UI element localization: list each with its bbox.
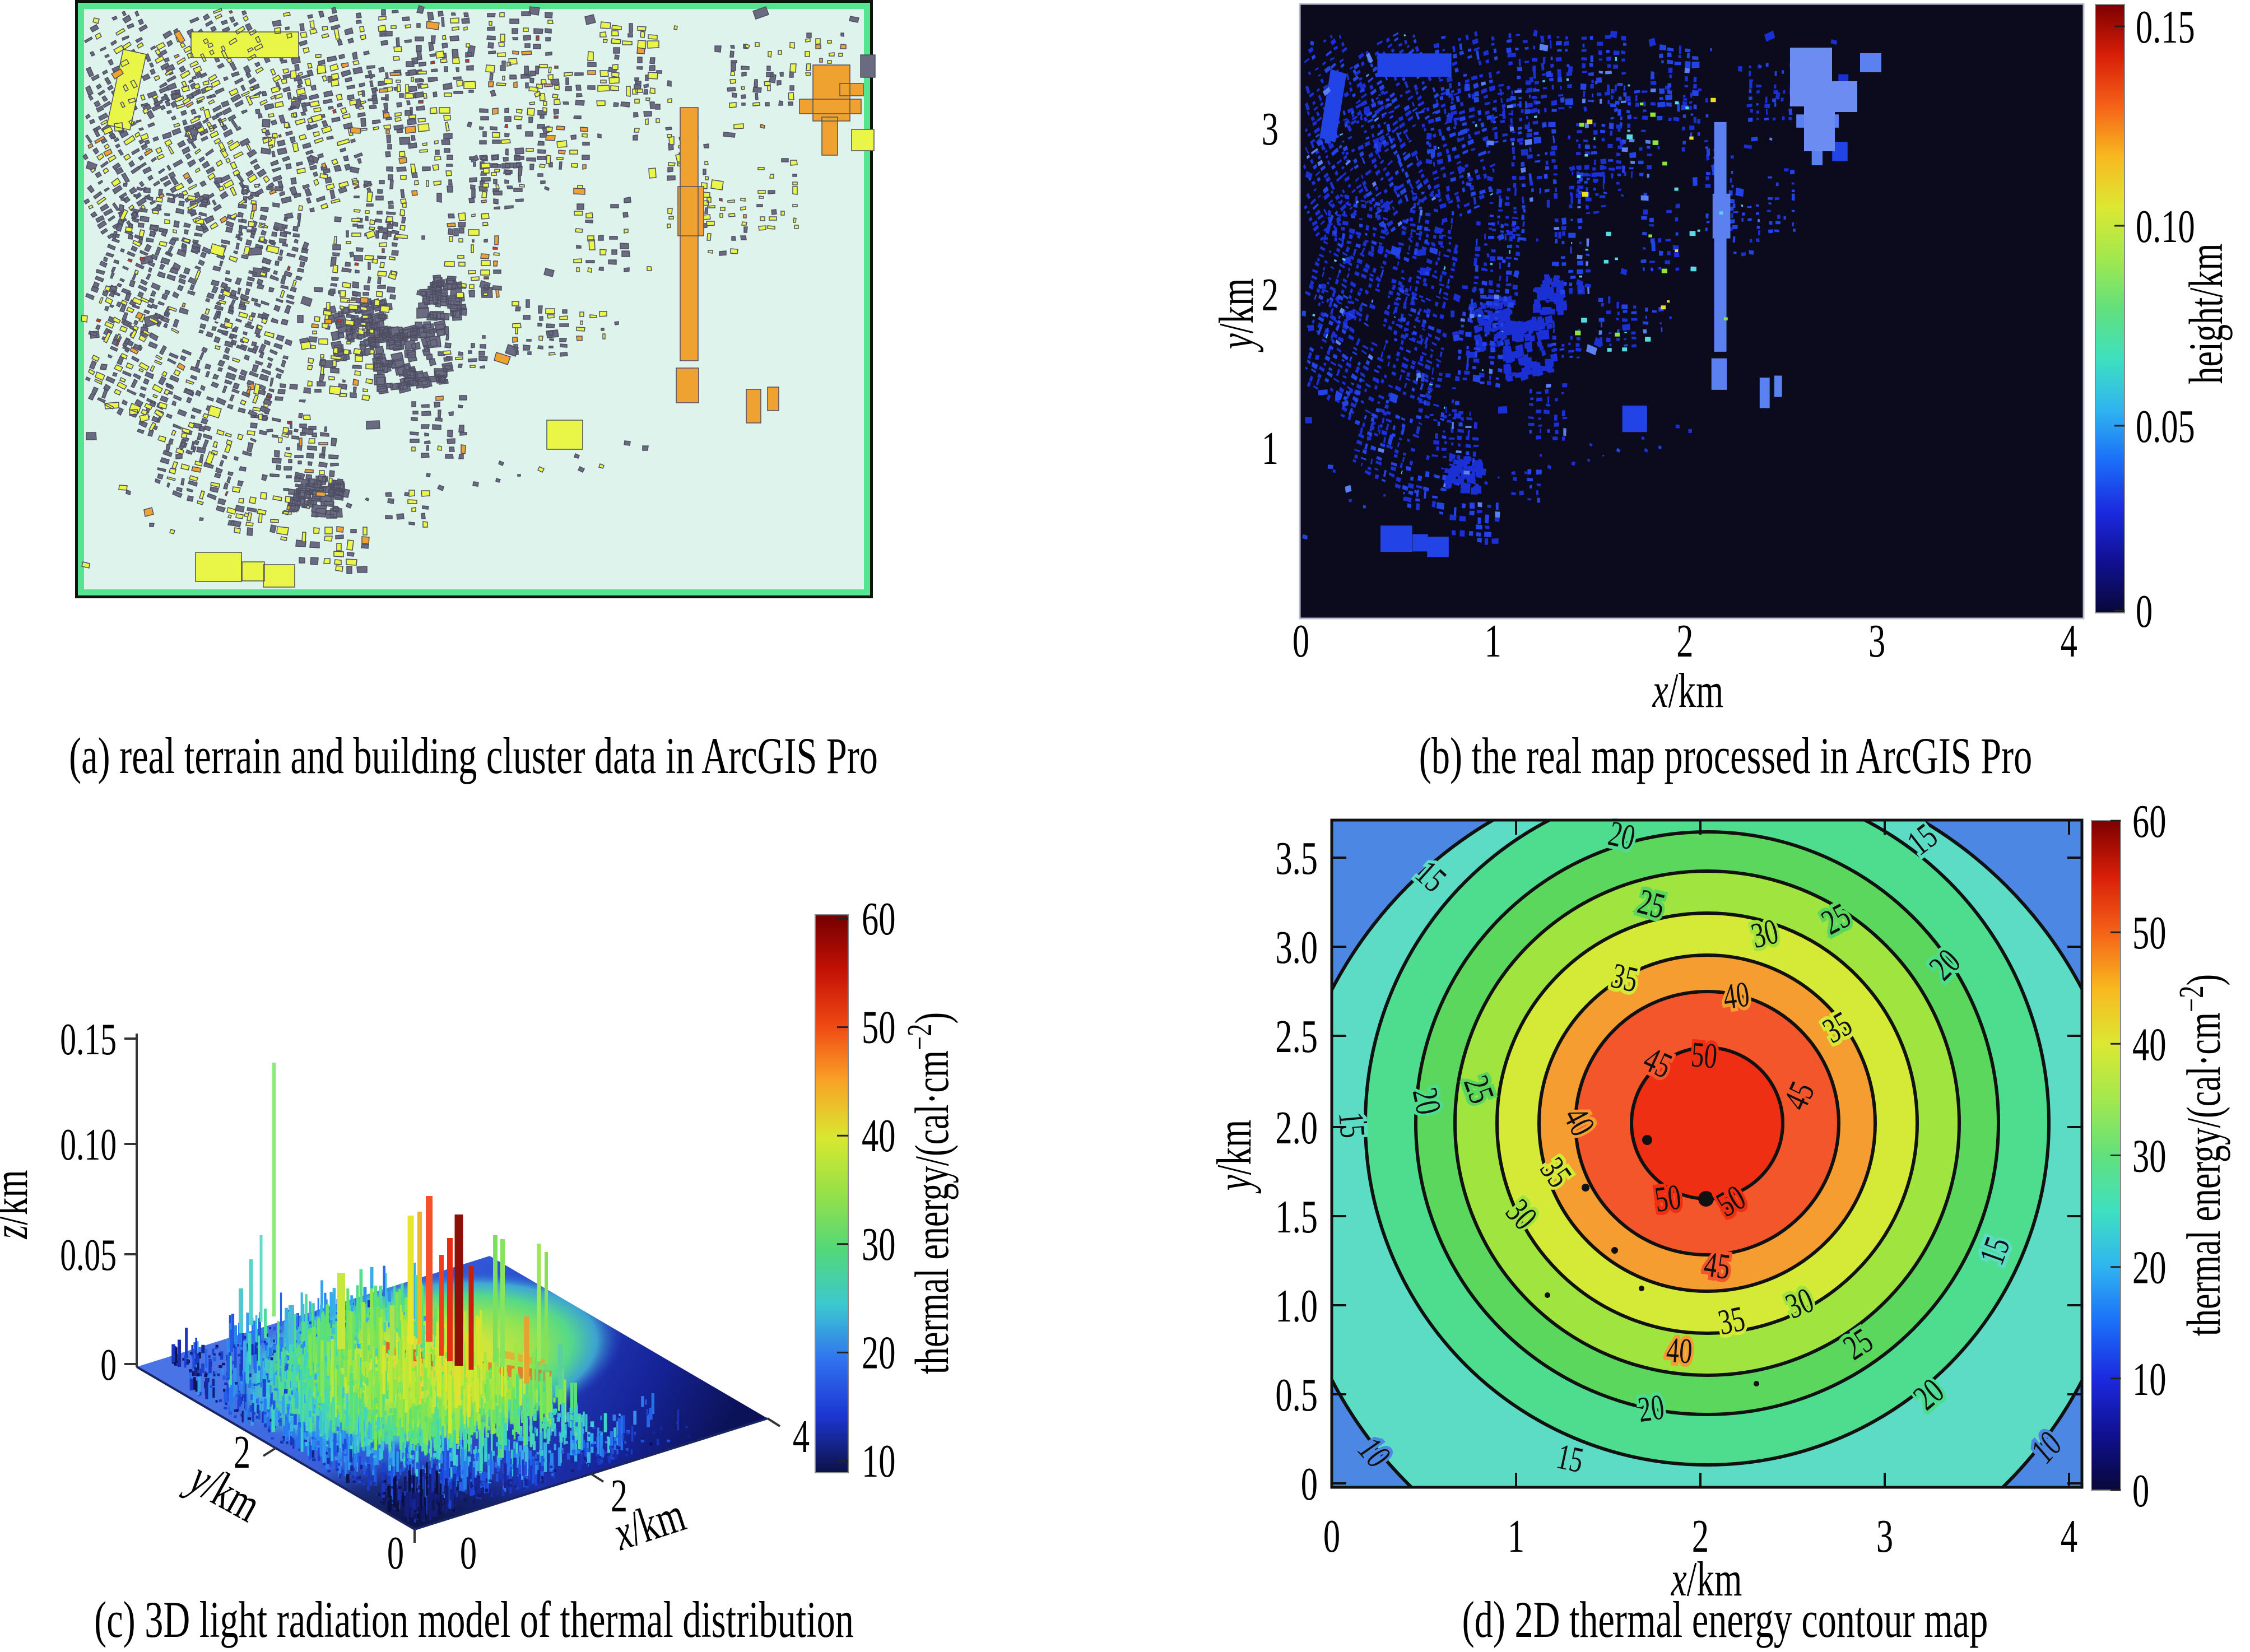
- svg-text:10: 10: [2132, 1353, 2166, 1405]
- svg-text:40: 40: [1721, 974, 1752, 1017]
- svg-text:2: 2: [1262, 268, 1279, 320]
- svg-text:1.5: 1.5: [1275, 1190, 1318, 1243]
- svg-text:1.0: 1.0: [1275, 1279, 1318, 1332]
- svg-text:0: 0: [460, 1527, 477, 1579]
- svg-text:0.10: 0.10: [60, 1120, 117, 1170]
- svg-text:15: 15: [1331, 1110, 1373, 1139]
- svg-text:1: 1: [1508, 1510, 1524, 1562]
- svg-text:2: 2: [611, 1469, 627, 1521]
- svg-text:0: 0: [1323, 1510, 1340, 1562]
- svg-text:0: 0: [1301, 1458, 1318, 1510]
- svg-text:thermal energy/(cal·cm−2): thermal energy/(cal·cm−2): [2172, 974, 2231, 1336]
- svg-text:30: 30: [2132, 1130, 2166, 1182]
- svg-text:0: 0: [2132, 1464, 2149, 1516]
- svg-text:40: 40: [2132, 1018, 2166, 1071]
- svg-text:0.15: 0.15: [2136, 1, 2195, 53]
- svg-text:3: 3: [1868, 615, 1885, 667]
- svg-text:10: 10: [862, 1435, 895, 1487]
- svg-text:x/km: x/km: [1652, 663, 1724, 718]
- svg-text:0.15: 0.15: [60, 1015, 117, 1064]
- svg-text:3: 3: [1876, 1510, 1893, 1562]
- svg-text:2.0: 2.0: [1275, 1101, 1318, 1153]
- svg-text:20: 20: [1635, 1387, 1667, 1430]
- svg-text:50: 50: [2132, 907, 2166, 959]
- svg-text:2: 2: [1692, 1510, 1709, 1562]
- svg-text:40: 40: [862, 1110, 895, 1162]
- svg-text:y/km: y/km: [1207, 1120, 1262, 1194]
- svg-text:0.05: 0.05: [60, 1231, 117, 1280]
- svg-text:2.5: 2.5: [1275, 1010, 1318, 1062]
- svg-text:3.5: 3.5: [1275, 832, 1318, 884]
- svg-text:20: 20: [2132, 1241, 2166, 1293]
- svg-text:50: 50: [1690, 1035, 1719, 1077]
- svg-text:60: 60: [862, 892, 895, 944]
- svg-text:0: 0: [100, 1341, 117, 1390]
- svg-text:60: 60: [2132, 795, 2166, 847]
- svg-text:4: 4: [2061, 615, 2077, 667]
- svg-text:0.5: 0.5: [1275, 1369, 1318, 1421]
- svg-text:2: 2: [1676, 615, 1693, 667]
- svg-text:(a) real terrain and building: (a) real terrain and building cluster da…: [69, 728, 878, 785]
- svg-text:20: 20: [862, 1327, 895, 1379]
- svg-text:0: 0: [2136, 585, 2153, 637]
- svg-text:thermal energy/(cal·cm−2): thermal energy/(cal·cm−2): [900, 1012, 959, 1374]
- svg-text:(c) 3D light radiation model o: (c) 3D light radiation model of thermal …: [94, 1592, 854, 1649]
- svg-text:(b) the real map processed in: (b) the real map processed in ArcGIS Pro: [1419, 728, 2032, 785]
- svg-text:1: 1: [1262, 422, 1279, 474]
- svg-text:0.05: 0.05: [2136, 400, 2195, 452]
- svg-text:30: 30: [862, 1218, 895, 1270]
- svg-text:4: 4: [2061, 1510, 2077, 1562]
- svg-text:z/km: z/km: [0, 1170, 38, 1239]
- svg-text:50: 50: [1652, 1177, 1684, 1220]
- svg-text:40: 40: [1665, 1330, 1694, 1371]
- svg-text:y/km: y/km: [1209, 278, 1264, 352]
- svg-text:1: 1: [1485, 615, 1501, 667]
- svg-text:0: 0: [387, 1527, 404, 1579]
- svg-text:2: 2: [234, 1426, 250, 1478]
- svg-text:x/km: x/km: [1671, 1552, 1742, 1607]
- svg-text:3.0: 3.0: [1275, 921, 1318, 973]
- svg-text:3: 3: [1262, 103, 1279, 155]
- svg-text:0: 0: [1293, 615, 1309, 667]
- svg-text:(d) 2D thermal energy contour: (d) 2D thermal energy contour map: [1462, 1592, 1988, 1649]
- svg-text:0.10: 0.10: [2136, 200, 2195, 252]
- svg-text:height/km: height/km: [2179, 243, 2233, 384]
- svg-text:50: 50: [862, 1001, 895, 1053]
- svg-text:45: 45: [1702, 1244, 1733, 1287]
- svg-text:4: 4: [793, 1410, 810, 1462]
